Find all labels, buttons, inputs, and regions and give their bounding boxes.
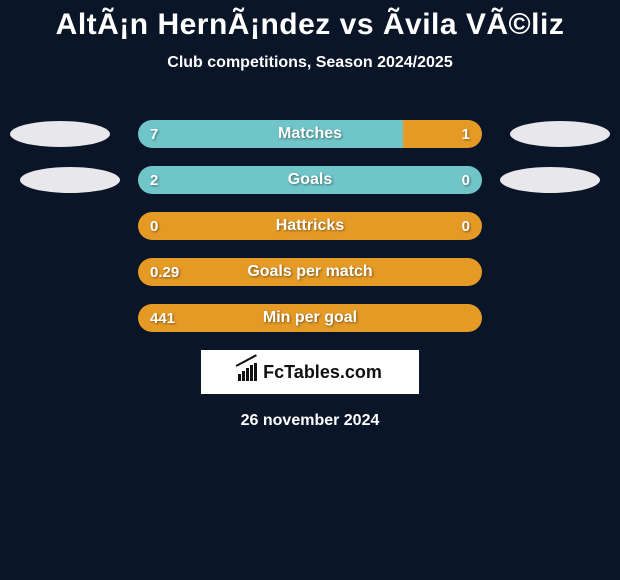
stat-row: Matches7 1 [0, 120, 620, 148]
stat-row: Goals2 0 [0, 166, 620, 194]
stat-pill: Hattricks0 0 [138, 212, 482, 240]
subtitle: Club competitions, Season 2024/2025 [0, 54, 620, 72]
stat-value-right: 0 [450, 212, 482, 240]
stat-row: Hattricks0 0 [0, 212, 620, 240]
logo-box: FcTables.com [201, 350, 419, 394]
stat-row: Goals per match0.29 [0, 258, 620, 286]
stat-value-right: 1 [450, 120, 482, 148]
stat-pill: Matches7 1 [138, 120, 482, 148]
avatar-right [510, 121, 610, 147]
stat-value-left: 7 [138, 120, 170, 148]
avatar-right [500, 167, 600, 193]
stat-pill: Goals2 0 [138, 166, 482, 194]
stat-label: Goals [138, 166, 482, 194]
stat-value-left: 0.29 [138, 258, 191, 286]
stat-value-left: 2 [138, 166, 170, 194]
bar-chart-icon [238, 363, 257, 381]
avatar-left [20, 167, 120, 193]
stat-row: Min per goal441 [0, 304, 620, 332]
stat-label: Hattricks [138, 212, 482, 240]
logo-text: FcTables.com [263, 362, 382, 383]
stat-pill: Goals per match0.29 [138, 258, 482, 286]
date-text: 26 november 2024 [0, 412, 620, 430]
stat-pill: Min per goal441 [138, 304, 482, 332]
avatar-left [10, 121, 110, 147]
stat-value-left: 0 [138, 212, 170, 240]
stat-label: Min per goal [138, 304, 482, 332]
stat-value-right: 0 [450, 166, 482, 194]
page-title: AltÃ¡n HernÃ¡ndez vs Ãvila VÃ©liz [0, 0, 620, 42]
stat-value-left: 441 [138, 304, 187, 332]
stat-rows: Matches71Goals20Hattricks00Goals per mat… [0, 120, 620, 332]
stat-label: Matches [138, 120, 482, 148]
